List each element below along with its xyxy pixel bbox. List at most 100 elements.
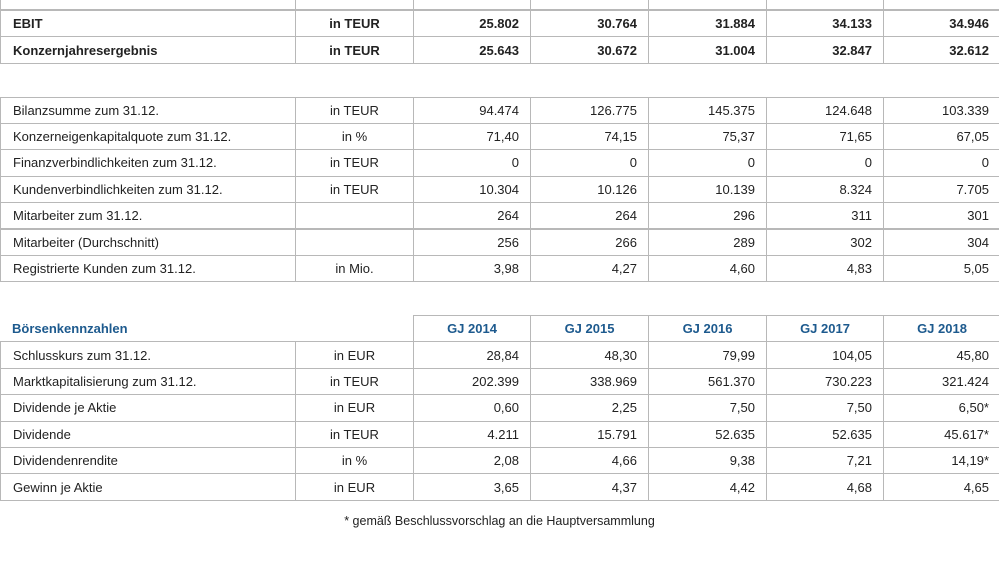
value-cell: 9,38 [648, 447, 767, 475]
value-cell: 3,65 [413, 473, 531, 501]
value-cell: 103.339 [883, 96, 999, 124]
column-header: GJ 2014 [413, 315, 531, 343]
value-cell: 145.375 [648, 96, 767, 124]
value-cell: 5,05 [883, 254, 999, 283]
value-cell: 296 [648, 202, 767, 230]
footnote: * gemäß Beschlussvorschlag an die Hauptv… [344, 514, 655, 528]
value-cell: 32.612 [883, 36, 999, 64]
row-unit: in TEUR [295, 10, 414, 38]
value-cell: 4.211 [413, 420, 531, 448]
value-cell: 124.648 [766, 96, 884, 124]
value-cell: 264 [413, 202, 531, 230]
value-cell: 71,65 [766, 122, 884, 151]
row-label: Marktkapitalisierung zum 31.12. [0, 367, 296, 396]
value-cell: 4,66 [530, 447, 649, 475]
value-cell: 94.474 [413, 96, 531, 124]
value-cell: 48,30 [530, 341, 649, 369]
value-cell: 15.791 [530, 420, 649, 448]
table-cell [295, 0, 414, 10]
table-cell [883, 0, 999, 10]
value-cell: 75,37 [648, 122, 767, 151]
value-cell: 31.004 [648, 36, 767, 64]
value-cell: 10.304 [413, 175, 531, 204]
value-cell: 0,60 [413, 394, 531, 422]
row-label: Kundenverbindlichkeiten zum 31.12. [0, 175, 296, 204]
row-label: Bilanzsumme zum 31.12. [0, 96, 296, 124]
value-cell: 6,50* [883, 394, 999, 422]
row-unit: in TEUR [295, 175, 414, 204]
row-label: Dividendenrendite [0, 447, 296, 475]
value-cell: 14,19* [883, 447, 999, 475]
column-header: GJ 2016 [648, 315, 767, 343]
value-cell: 4,65 [883, 473, 999, 501]
row-unit: in TEUR [295, 420, 414, 448]
row-unit [295, 228, 414, 256]
row-label: Mitarbeiter zum 31.12. [0, 202, 296, 230]
row-label: Schlusskurs zum 31.12. [0, 341, 296, 369]
table-cell [648, 0, 767, 10]
value-cell: 266 [530, 228, 649, 256]
value-cell: 202.399 [413, 367, 531, 396]
value-cell: 0 [648, 149, 767, 177]
table-cell [413, 0, 531, 10]
value-cell: 264 [530, 202, 649, 230]
value-cell: 34.133 [766, 10, 884, 38]
row-label: Gewinn je Aktie [0, 473, 296, 501]
row-unit: in % [295, 447, 414, 475]
value-cell: 45,80 [883, 341, 999, 369]
value-cell: 45.617* [883, 420, 999, 448]
value-cell: 79,99 [648, 341, 767, 369]
row-unit: in TEUR [295, 367, 414, 396]
value-cell: 52.635 [648, 420, 767, 448]
value-cell: 3,98 [413, 254, 531, 283]
value-cell: 4,60 [648, 254, 767, 283]
value-cell: 104,05 [766, 341, 884, 369]
value-cell: 4,27 [530, 254, 649, 283]
row-label: Mitarbeiter (Durchschnitt) [0, 228, 296, 256]
value-cell: 0 [766, 149, 884, 177]
column-header: GJ 2015 [530, 315, 649, 343]
row-label: Finanzverbindlichkeiten zum 31.12. [0, 149, 296, 177]
row-label: Konzernjahresergebnis [0, 36, 296, 64]
row-label: Registrierte Kunden zum 31.12. [0, 254, 296, 283]
value-cell: 7,21 [766, 447, 884, 475]
row-label: EBIT [0, 10, 296, 38]
table-cell [0, 0, 296, 10]
value-cell: 10.126 [530, 175, 649, 204]
value-cell: 4,68 [766, 473, 884, 501]
row-unit: in Mio. [295, 254, 414, 283]
value-cell: 4,42 [648, 473, 767, 501]
row-unit: in EUR [295, 394, 414, 422]
value-cell: 321.424 [883, 367, 999, 396]
table-cell [766, 0, 884, 10]
value-cell: 126.775 [530, 96, 649, 124]
value-cell: 30.764 [530, 10, 649, 38]
value-cell: 0 [883, 149, 999, 177]
row-label: Dividende je Aktie [0, 394, 296, 422]
row-unit: in EUR [295, 341, 414, 369]
row-unit: in TEUR [295, 149, 414, 177]
value-cell: 256 [413, 228, 531, 256]
value-cell: 71,40 [413, 122, 531, 151]
section-title: Börsenkennzahlen [0, 315, 413, 343]
value-cell: 7,50 [648, 394, 767, 422]
value-cell: 301 [883, 202, 999, 230]
value-cell: 52.635 [766, 420, 884, 448]
value-cell: 74,15 [530, 122, 649, 151]
value-cell: 25.802 [413, 10, 531, 38]
value-cell: 30.672 [530, 36, 649, 64]
value-cell: 302 [766, 228, 884, 256]
value-cell: 338.969 [530, 367, 649, 396]
row-label: Dividende [0, 420, 296, 448]
column-header: GJ 2018 [883, 315, 999, 343]
value-cell: 0 [413, 149, 531, 177]
value-cell: 304 [883, 228, 999, 256]
value-cell: 311 [766, 202, 884, 230]
value-cell: 34.946 [883, 10, 999, 38]
value-cell: 2,08 [413, 447, 531, 475]
row-unit: in EUR [295, 473, 414, 501]
value-cell: 730.223 [766, 367, 884, 396]
row-unit: in % [295, 122, 414, 151]
row-label: Konzerneigenkapitalquote zum 31.12. [0, 122, 296, 151]
row-unit [295, 202, 414, 230]
